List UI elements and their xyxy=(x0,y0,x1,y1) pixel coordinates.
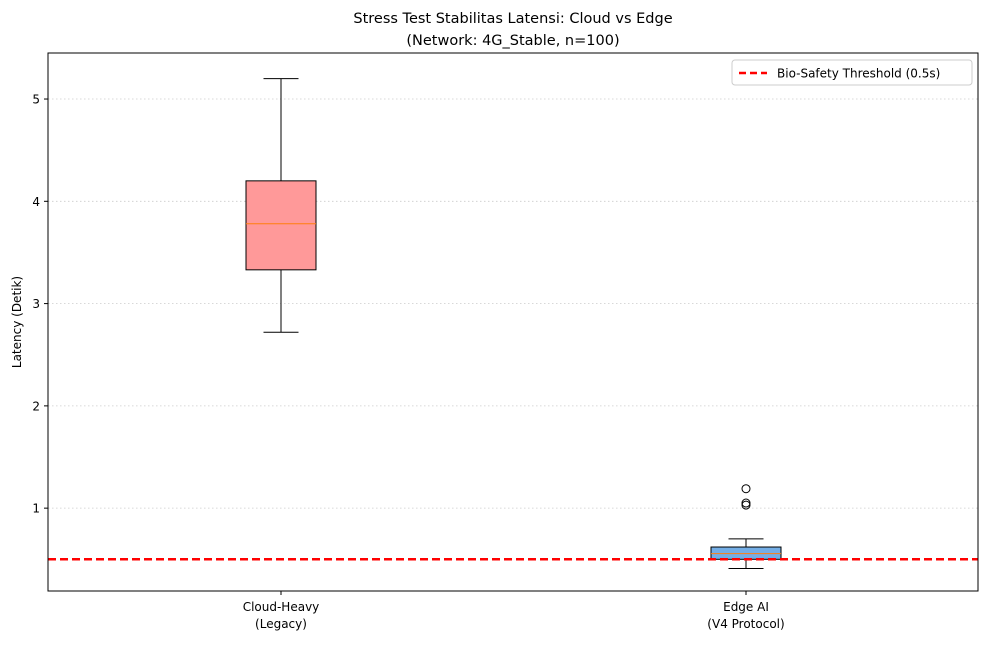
plot-frame xyxy=(47,52,979,592)
legend-threshold-label: Bio-Safety Threshold (0.5s) xyxy=(777,67,940,81)
y-tick-label: 5 xyxy=(32,93,40,107)
iqr-box xyxy=(245,180,317,271)
x-tick-label-sub: (Legacy) xyxy=(255,617,307,631)
iqr-box xyxy=(710,546,782,560)
x-tick-label: Edge AI xyxy=(723,600,769,614)
y-axis-label: Latency (Detik) xyxy=(10,276,24,368)
x-tick-label: Cloud-Heavy xyxy=(243,600,320,614)
chart-title: Stress Test Stabilitas Latensi: Cloud vs… xyxy=(353,11,672,27)
y-tick-label: 4 xyxy=(32,195,40,209)
y-tick-label: 2 xyxy=(32,399,40,413)
legend: Bio-Safety Threshold (0.5s) xyxy=(731,59,973,86)
outlier-point xyxy=(741,500,751,510)
y-tick-label: 3 xyxy=(32,297,40,311)
legend-box xyxy=(731,59,973,86)
x-tick-label-sub: (V4 Protocol) xyxy=(707,617,784,631)
chart-subtitle: (Network: 4G_Stable, n=100) xyxy=(406,33,619,49)
outlier-point xyxy=(741,484,751,494)
y-tick-label: 1 xyxy=(32,502,40,516)
outlier-point xyxy=(741,498,751,508)
